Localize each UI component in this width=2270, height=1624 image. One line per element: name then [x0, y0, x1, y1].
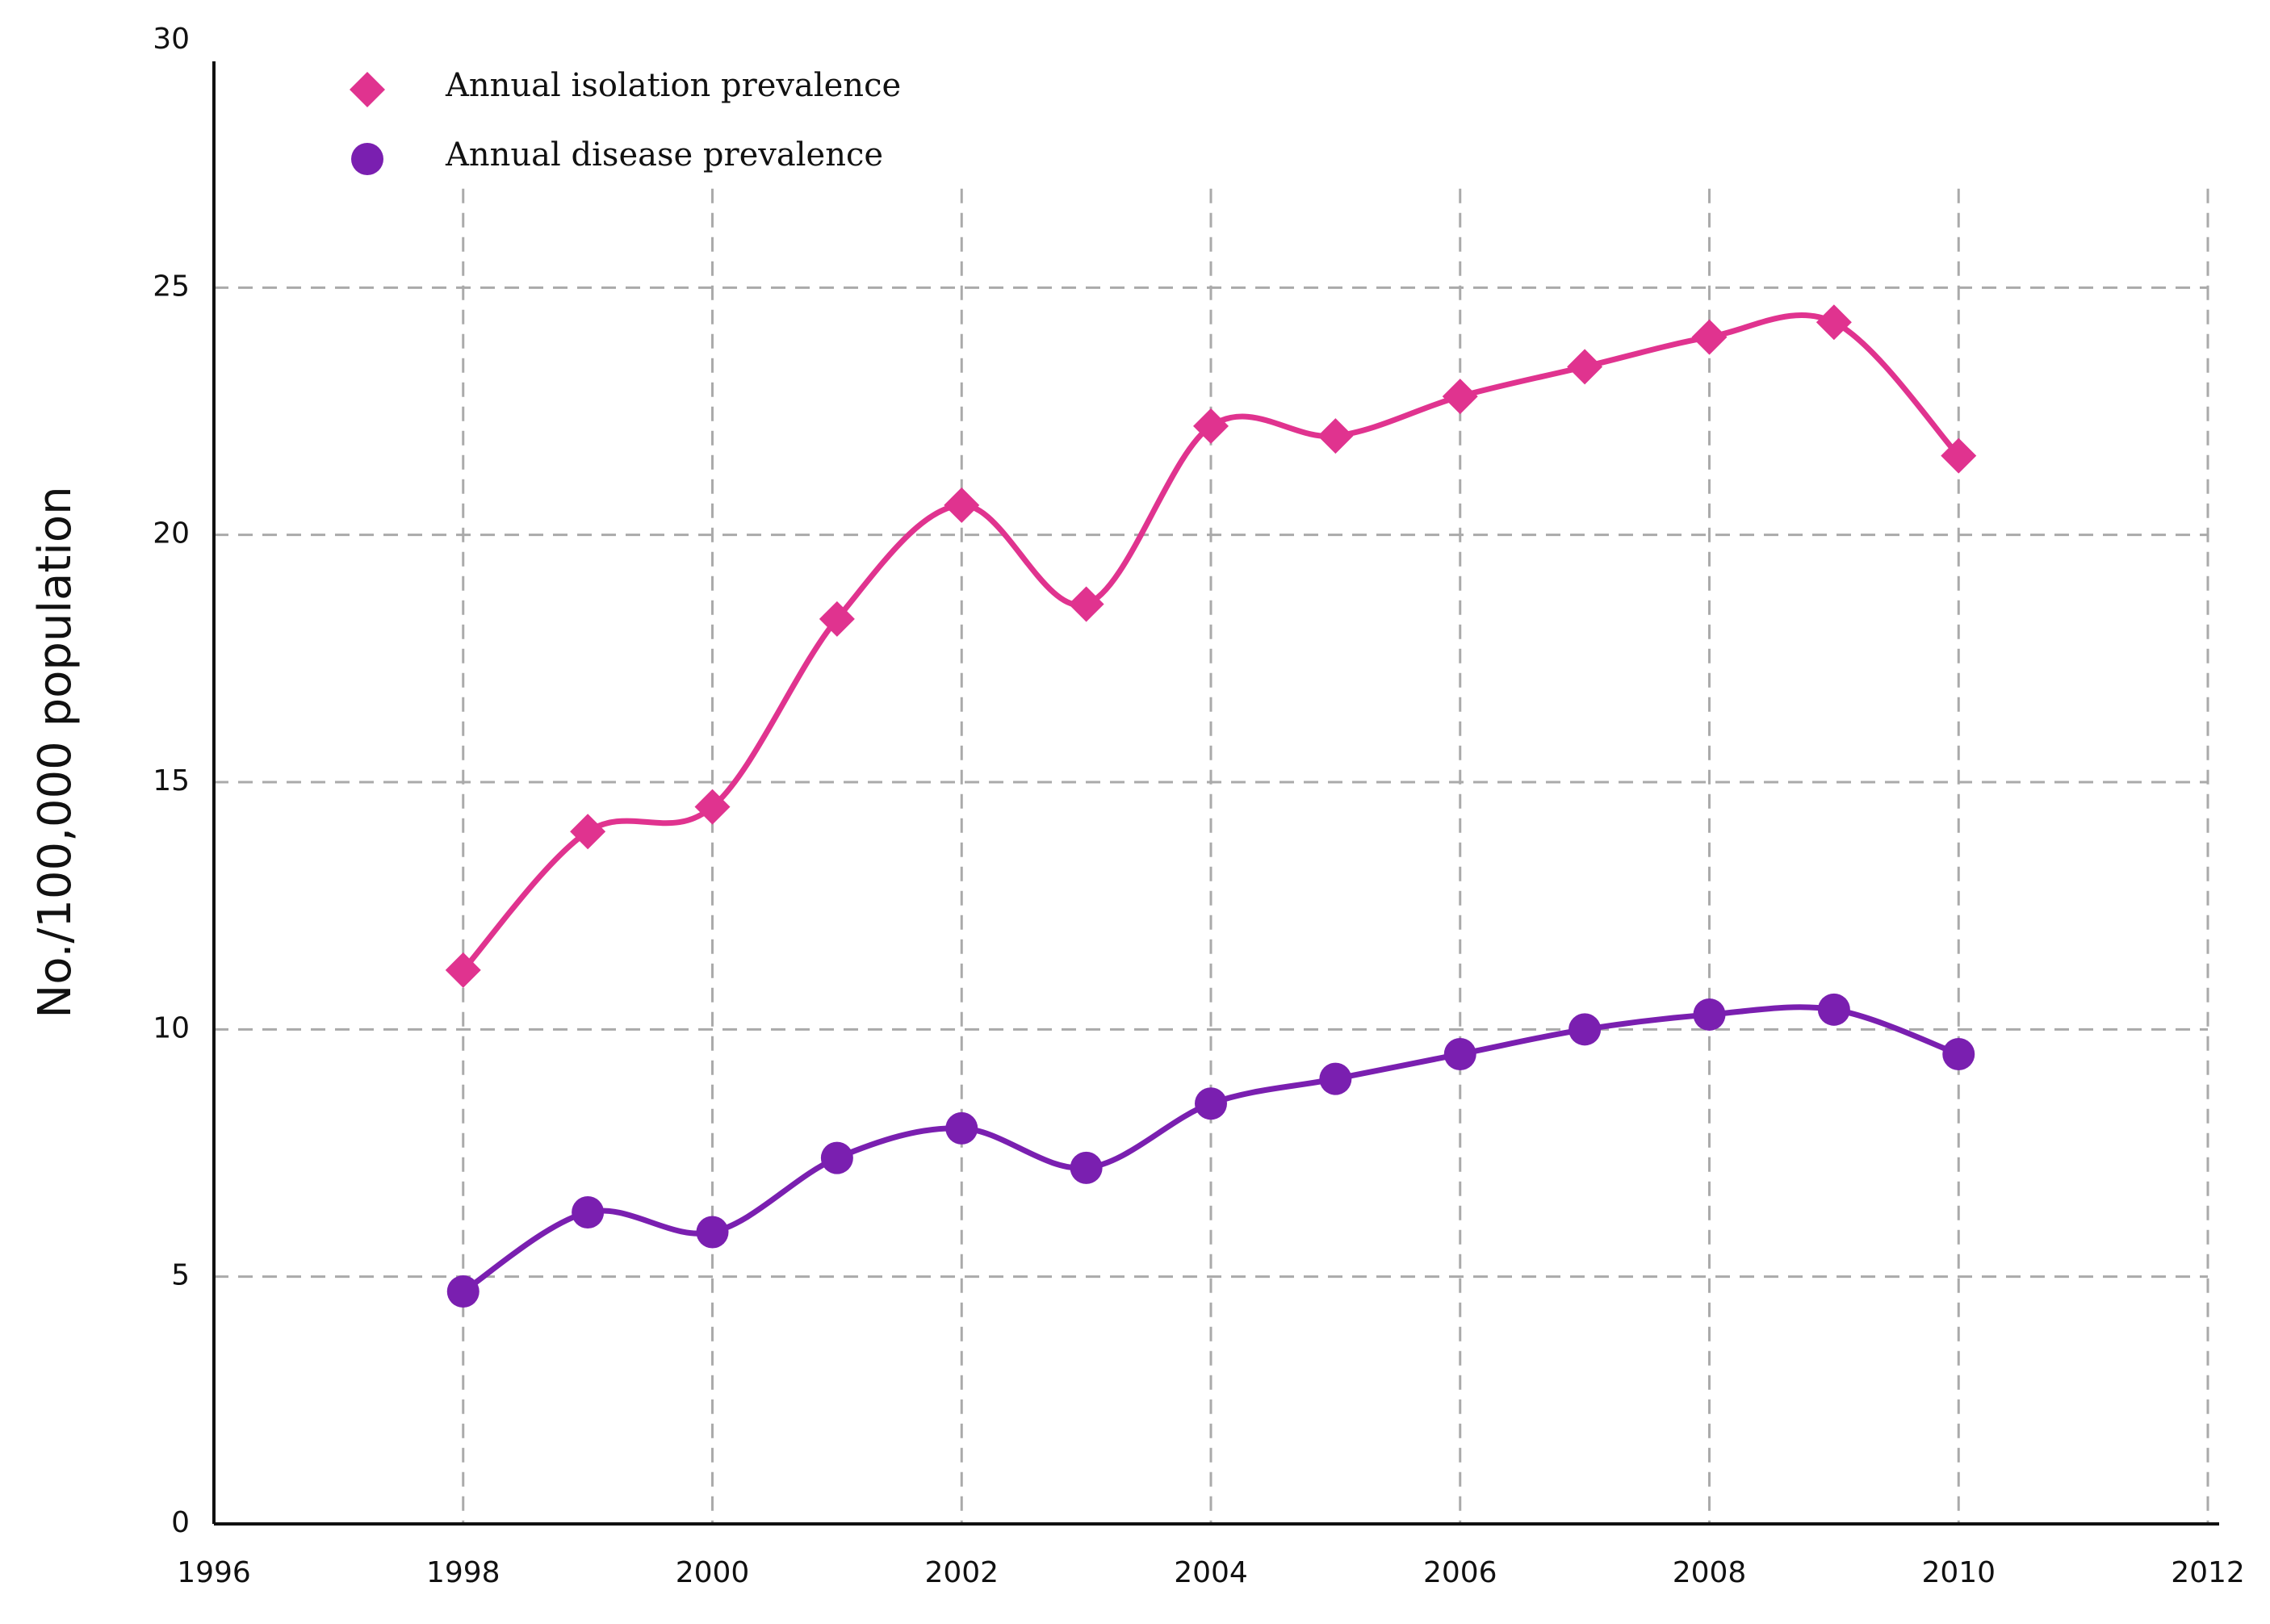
legend-label: Annual isolation prevalence — [445, 67, 901, 104]
data-point — [1817, 993, 1850, 1026]
x-tick-label: 2002 — [924, 1556, 999, 1589]
data-point — [820, 1141, 853, 1174]
y-tick-label: 30 — [153, 23, 190, 56]
data-point — [944, 487, 980, 523]
data-point — [1691, 319, 1728, 355]
y-tick-label: 10 — [153, 1011, 190, 1044]
data-point — [1442, 379, 1478, 415]
x-tick-label: 1998 — [426, 1556, 500, 1589]
legend-marker — [351, 143, 383, 175]
data-point — [819, 601, 855, 637]
data-point — [1567, 349, 1603, 385]
x-tick-label: 2012 — [2171, 1556, 2245, 1589]
data-point — [1195, 1087, 1227, 1120]
x-tick-label: 2000 — [676, 1556, 750, 1589]
data-point — [1941, 437, 1977, 474]
y-tick-label: 20 — [153, 517, 190, 550]
data-point — [1942, 1037, 1975, 1070]
y-tick-label: 25 — [153, 270, 190, 303]
data-point — [694, 789, 731, 825]
data-point — [1319, 1062, 1352, 1095]
data-point — [1816, 304, 1852, 341]
y-axis-label: No./100,000 population — [29, 486, 82, 1018]
data-point — [1443, 1037, 1476, 1070]
data-point — [1693, 998, 1726, 1031]
data-point — [696, 1216, 729, 1249]
data-point — [570, 814, 606, 850]
y-tick-label: 5 — [171, 1259, 190, 1292]
data-point — [445, 952, 481, 988]
legend-label: Annual disease prevalence — [445, 136, 883, 174]
y-tick-label: 15 — [153, 764, 190, 797]
data-point — [1317, 418, 1354, 454]
x-tick-label: 2008 — [1673, 1556, 1747, 1589]
data-point — [1193, 408, 1229, 444]
x-tick-label: 1996 — [177, 1556, 251, 1589]
x-tick-label: 2010 — [1921, 1556, 1996, 1589]
legend-marker — [350, 72, 385, 107]
data-point — [945, 1111, 978, 1145]
data-point — [1070, 1151, 1103, 1184]
data-point — [572, 1196, 605, 1229]
y-tick-label: 0 — [171, 1506, 190, 1539]
x-tick-label: 2006 — [1423, 1556, 1497, 1589]
x-tick-label: 2004 — [1174, 1556, 1248, 1589]
data-point — [1068, 586, 1104, 622]
data-point — [446, 1275, 480, 1308]
data-point — [1568, 1013, 1602, 1046]
